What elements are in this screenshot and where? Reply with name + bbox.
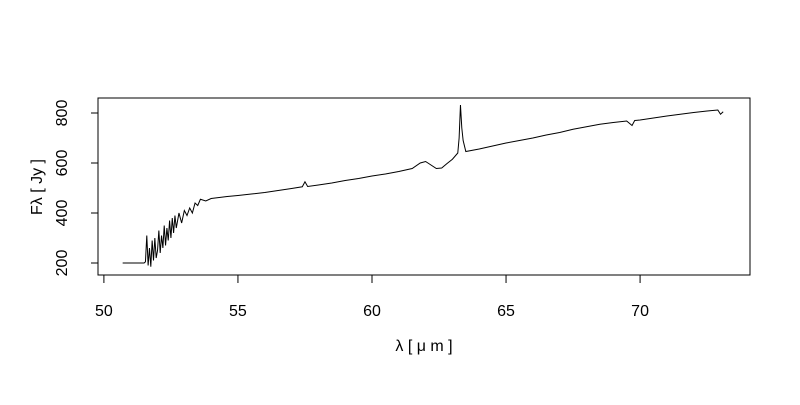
spectrum-line: [122, 104, 724, 267]
y-tick-label: 600: [54, 150, 71, 177]
x-tick-label: 70: [631, 303, 649, 320]
y-tick-label: 400: [54, 200, 71, 227]
x-tick-label: 50: [95, 303, 113, 320]
x-tick-label: 60: [363, 303, 381, 320]
y-axis-label: Fλ [ Jy ]: [29, 159, 46, 215]
x-tick-label: 65: [497, 303, 515, 320]
plot-frame: [97, 97, 751, 276]
y-tick-label: 800: [54, 100, 71, 127]
y-tick-label: 200: [54, 250, 71, 277]
x-axis-label: λ [ μ m ]: [395, 338, 452, 355]
x-tick-label: 55: [229, 303, 247, 320]
